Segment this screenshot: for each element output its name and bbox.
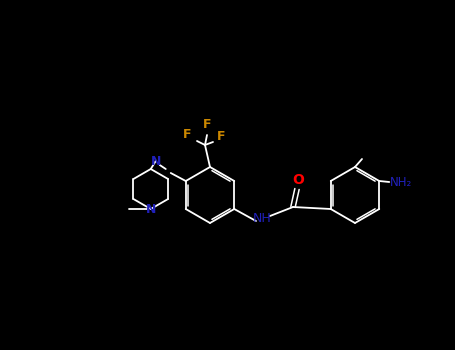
Text: O: O — [292, 173, 304, 187]
Text: NH₂: NH₂ — [390, 176, 412, 189]
Text: N: N — [146, 203, 156, 216]
Text: F: F — [183, 128, 191, 141]
Text: F: F — [217, 131, 225, 144]
Text: NH: NH — [253, 211, 271, 224]
Text: N: N — [151, 154, 161, 168]
Text: F: F — [203, 119, 211, 132]
